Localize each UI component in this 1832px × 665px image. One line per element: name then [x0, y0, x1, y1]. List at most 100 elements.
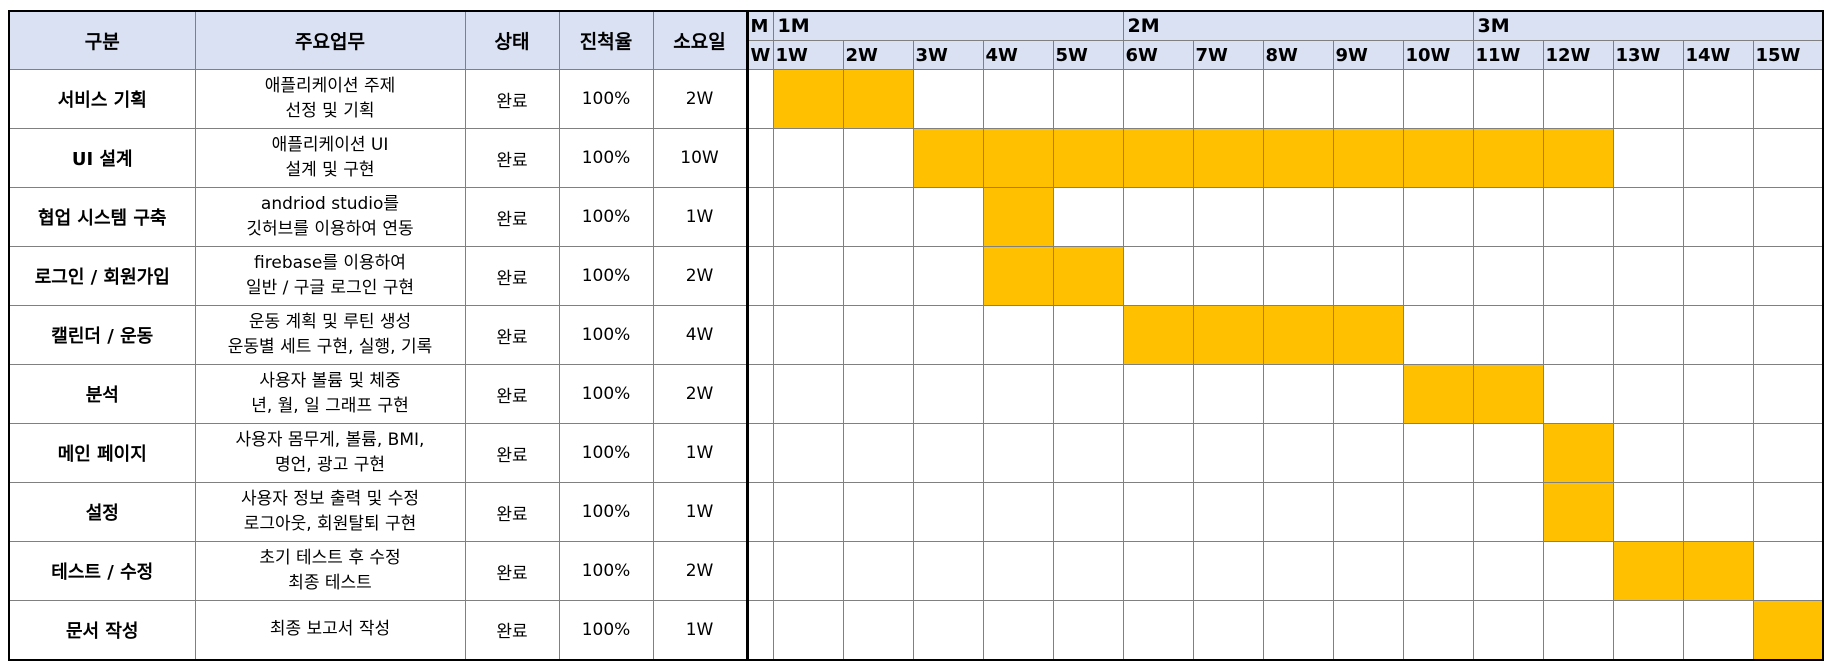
timeline-bar-cell [912, 128, 984, 188]
task-line: 최종 보고서 작성 [269, 619, 391, 640]
header-row-months: 구분 주요업무 상태 진척율 소요일 M 1M 2M 3M [8, 10, 1824, 70]
table-row: 서비스 기획 애플리케이션 주제 선정 및 기획 완료 100% 2W [8, 69, 1824, 129]
timeline-cell [1052, 305, 1124, 365]
row-task: 사용자 볼륨 및 체중 년, 월, 일 그래프 구현 [194, 364, 466, 424]
row-category: 문서 작성 [8, 600, 196, 660]
timeline-cell [1262, 364, 1334, 424]
header-week-14: 14W [1682, 40, 1754, 70]
row-category: 로그인 / 회원가입 [8, 246, 196, 306]
task-line: 최종 테스트 [288, 573, 372, 593]
timeline-bar-cell [1052, 246, 1124, 306]
row-duration: 4W [652, 305, 749, 365]
task-line: 운동 계획 및 루틴 생성 [248, 312, 412, 332]
timeline-cell [772, 246, 844, 306]
row-status: 완료 [464, 69, 560, 129]
row-task: 애플리케이션 UI 설계 및 구현 [194, 128, 466, 188]
timeline-cell [1332, 69, 1404, 129]
timeline-marker-cell [746, 69, 774, 129]
timeline-marker-cell [746, 541, 774, 601]
header-task: 주요업무 [194, 10, 466, 70]
timeline-cell [1752, 305, 1824, 365]
timeline-marker-cell [746, 423, 774, 483]
timeline-cell [982, 364, 1054, 424]
timeline-cell [1752, 364, 1824, 424]
timeline-cell [1122, 600, 1194, 660]
timeline-cell [1612, 305, 1684, 365]
row-category: 분석 [8, 364, 196, 424]
timeline-cell [1122, 541, 1194, 601]
header-row-weeks: W 1W 2W 3W 4W 5W 6W 7W 8W 9W 10W 11W 12W 13W 14W 15W [9, 40, 1824, 70]
timeline-cell [1542, 364, 1614, 424]
task-line: firebase를 이용하여 [254, 253, 406, 273]
timeline-cell [1752, 128, 1824, 188]
row-duration: 1W [652, 187, 749, 247]
timeline-cell [1472, 187, 1544, 247]
timeline-bar-cell [1192, 128, 1264, 188]
timeline-marker-cell [746, 364, 774, 424]
row-progress: 100% [558, 541, 654, 601]
timeline-cell [1682, 423, 1754, 483]
timeline-cell [1542, 305, 1614, 365]
header-duration: 소요일 [652, 10, 749, 70]
timeline-cell [1052, 482, 1124, 542]
timeline-bar-cell [1052, 128, 1124, 188]
row-category: 설정 [8, 482, 196, 542]
timeline-cell [772, 305, 844, 365]
task-line: 초기 테스트 후 수정 [259, 548, 401, 568]
timeline-cell [1472, 600, 1544, 660]
timeline-cell [912, 541, 984, 601]
row-category: UI 설계 [8, 128, 196, 188]
timeline-cell [1542, 69, 1614, 129]
table-row: 협업 시스템 구축 andriod studio를 깃허브를 이용하여 연동 완료 10… [8, 187, 1824, 247]
timeline-cell [912, 423, 984, 483]
timeline-marker-cell [746, 305, 774, 365]
timeline-cell [912, 305, 984, 365]
row-status: 완료 [464, 187, 560, 247]
timeline-cell [1052, 364, 1124, 424]
timeline-cell [1612, 69, 1684, 129]
row-progress: 100% [558, 69, 654, 129]
timeline-bar-cell [1122, 305, 1194, 365]
timeline-cell [1402, 187, 1474, 247]
timeline-cell [1472, 541, 1544, 601]
row-task: firebase를 이용하여 일반 / 구글 로그인 구현 [194, 246, 466, 306]
timeline-cell [842, 305, 914, 365]
table-row: 메인 페이지 사용자 몸무게, 볼륨, BMI, 명언, 광고 구현 완료 100% 1W [8, 423, 1824, 483]
timeline-cell [1612, 423, 1684, 483]
timeline-cell [772, 600, 844, 660]
row-status: 완료 [464, 128, 560, 188]
timeline-cell [1752, 541, 1824, 601]
row-task: 사용자 정보 출력 및 수정 로그아웃, 회원탈퇴 구현 [194, 482, 466, 542]
timeline-cell [1682, 364, 1754, 424]
gantt-body: 서비스 기획 애플리케이션 주제 선정 및 기획 완료 100% 2W UI 설계 애플리케이… [8, 69, 1824, 660]
task-line: 사용자 몸무게, 볼륨, BMI, [235, 430, 425, 450]
row-progress: 100% [558, 423, 654, 483]
timeline-bar-cell [772, 69, 844, 129]
timeline-cell [842, 187, 914, 247]
row-category: 메인 페이지 [8, 423, 196, 483]
row-duration: 1W [652, 482, 749, 542]
row-status: 완료 [464, 541, 560, 601]
timeline-marker-cell [746, 600, 774, 660]
timeline-cell [1122, 246, 1194, 306]
timeline-cell [1752, 187, 1824, 247]
timeline-cell [1402, 482, 1474, 542]
header-month-3: 3M [1472, 10, 1824, 41]
timeline-cell [1472, 69, 1544, 129]
gantt-table: 구분 주요업무 상태 진척율 소요일 M 1M 2M 3M W 1W 2W 3W 4W… [8, 10, 1824, 661]
timeline-cell [1192, 364, 1264, 424]
header-week-13: 13W [1612, 40, 1684, 70]
timeline-cell [1542, 246, 1614, 306]
row-progress: 100% [558, 364, 654, 424]
timeline-cell [1122, 364, 1194, 424]
header-month-1: 1M [772, 10, 1124, 41]
timeline-cell [1332, 423, 1404, 483]
timeline-bar-cell [842, 69, 914, 129]
timeline-cell [1192, 482, 1264, 542]
timeline-cell [1402, 423, 1474, 483]
timeline-cell [1472, 305, 1544, 365]
timeline-cell [1262, 187, 1334, 247]
table-row: UI 설계 애플리케이션 UI 설계 및 구현 완료 100% 10W [8, 128, 1824, 188]
row-progress: 100% [558, 482, 654, 542]
